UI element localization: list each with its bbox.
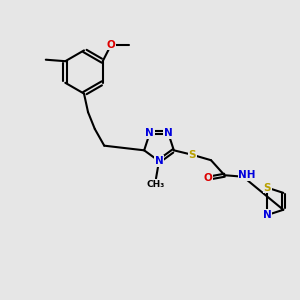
Text: N: N — [146, 128, 154, 138]
Text: O: O — [203, 173, 212, 183]
Text: N: N — [154, 156, 164, 166]
Text: N: N — [263, 210, 272, 220]
Text: N: N — [164, 128, 172, 138]
Text: O: O — [107, 40, 116, 50]
Text: NH: NH — [238, 170, 256, 180]
Text: S: S — [189, 150, 196, 160]
Text: S: S — [263, 183, 271, 193]
Text: CH₃: CH₃ — [147, 180, 165, 189]
